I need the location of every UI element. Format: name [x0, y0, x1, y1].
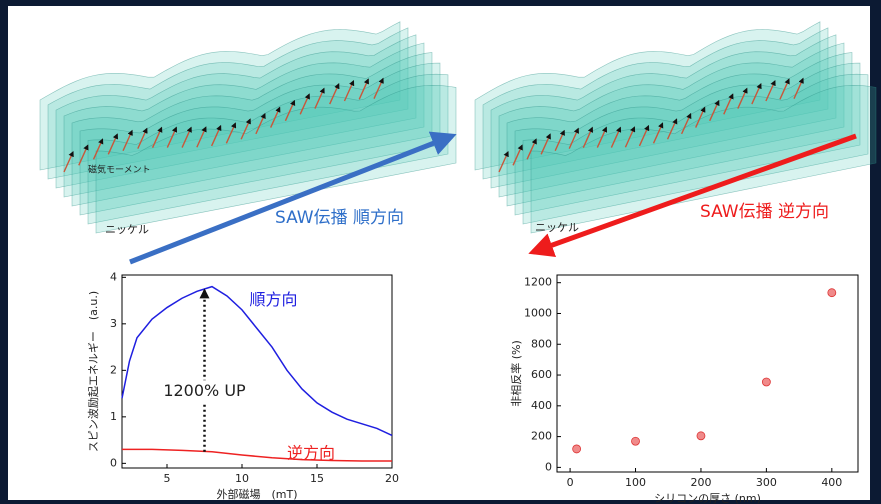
y-tick-label: 1000 [524, 306, 552, 319]
point [762, 378, 770, 386]
y-tick-label: 1200 [524, 276, 552, 289]
x-tick-label: 0 [567, 476, 574, 489]
direction-label: SAW伝播 順方向 [275, 208, 404, 228]
x-tick-label: 100 [625, 476, 646, 489]
y-tick-label: 1 [110, 410, 117, 423]
material-label: ニッケル [535, 221, 579, 234]
direction-label: SAW伝播 逆方向 [700, 202, 829, 222]
x-tick-label: 300 [756, 476, 777, 489]
point [632, 437, 640, 445]
series-label: 逆方向 [287, 444, 335, 463]
y-tick-label: 0 [110, 456, 117, 469]
x-tick-label: 5 [164, 472, 171, 485]
x-tick-label: 15 [310, 472, 324, 485]
y-tick-label: 0 [545, 460, 552, 473]
y-tick-label: 600 [531, 368, 552, 381]
material-label: ニッケル [105, 223, 149, 236]
y-tick-label: 4 [110, 270, 117, 283]
point [828, 289, 836, 297]
figure: 磁気モーメント ニッケル SAW伝播 順方向 ニッケル SAW伝播 逆方向 5 1… [0, 0, 881, 504]
y-tick-label: 800 [531, 337, 552, 350]
x-tick-label: 200 [690, 476, 711, 489]
moment-label: 磁気モーメント [88, 164, 151, 176]
y-axis-label: 非相反率 (%) [509, 340, 523, 407]
y-tick-label: 2 [110, 363, 117, 376]
annotation: 1200% UP [163, 381, 246, 400]
x-tick-label: 20 [385, 472, 399, 485]
x-tick-label: 10 [235, 472, 249, 485]
y-tick-label: 200 [531, 430, 552, 443]
point [697, 432, 705, 440]
series-label: 順方向 [250, 290, 298, 309]
x-axis-label: シリコンの厚さ (nm) [654, 492, 761, 504]
point [573, 445, 581, 453]
x-axis-label: 外部磁場 (mT) [216, 487, 297, 501]
y-tick-label: 400 [531, 399, 552, 412]
x-tick-label: 400 [821, 476, 842, 489]
y-axis-label: スピン波励起エネルギー (a.u.) [87, 291, 100, 452]
y-tick-label: 3 [110, 317, 117, 330]
